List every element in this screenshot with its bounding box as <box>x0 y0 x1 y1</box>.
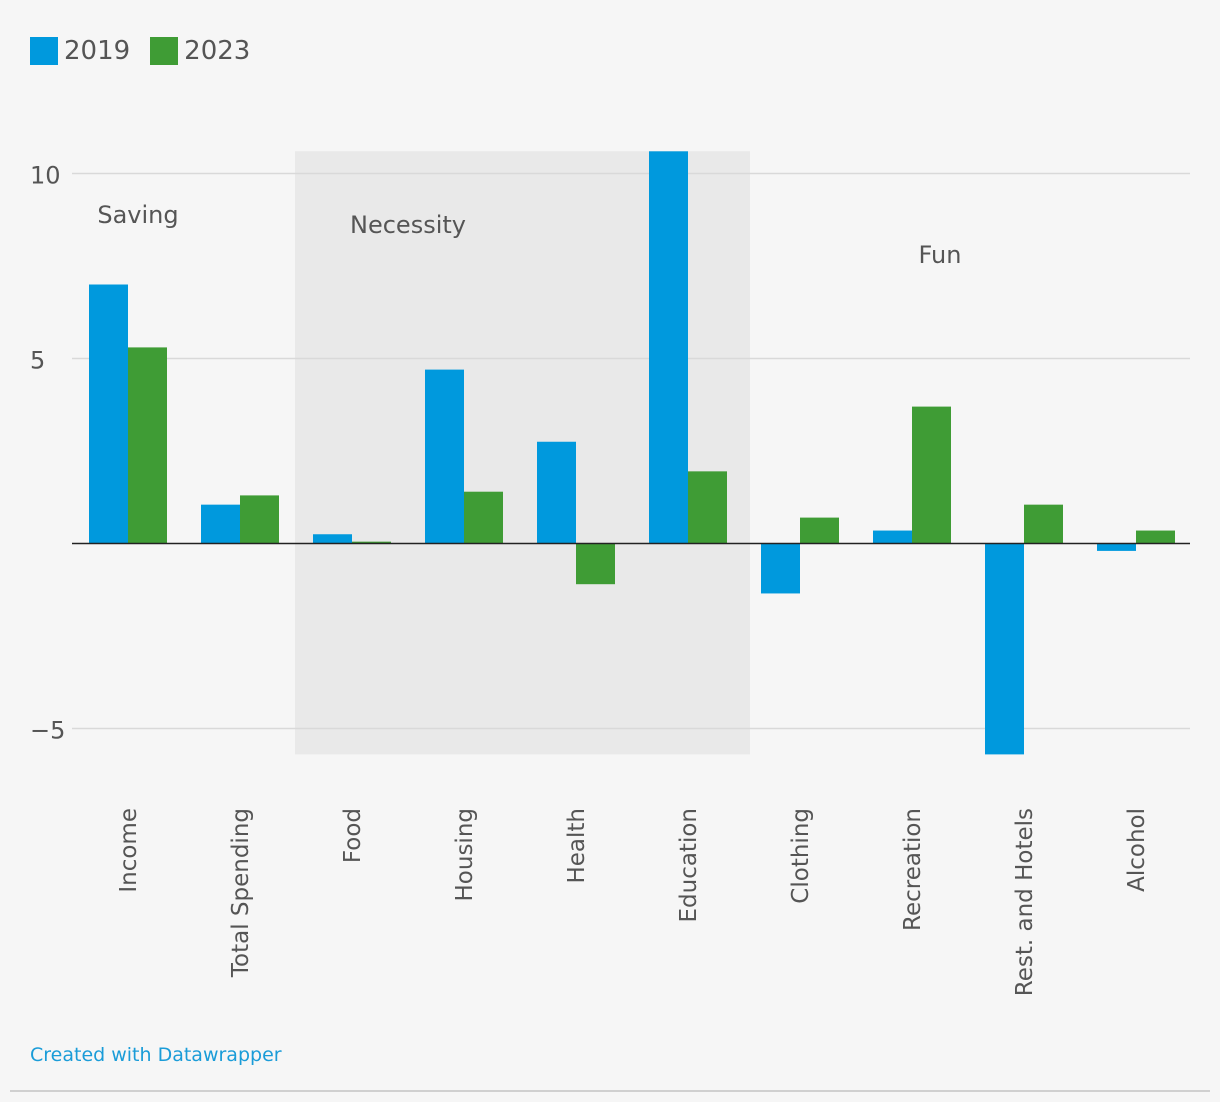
bar-chart: 10 5 −5 Income Total Spending Food Housing Heal… <box>30 151 1190 996</box>
bar <box>576 543 615 585</box>
bar <box>1097 543 1136 551</box>
footer-divider <box>10 1090 1210 1092</box>
x-category-label: Housing <box>452 808 478 902</box>
legend: 2019 2023 <box>30 36 270 66</box>
legend-item-2019: 2019 <box>30 36 130 66</box>
x-category-label: Health <box>564 808 590 884</box>
bar <box>985 543 1024 755</box>
bar <box>649 151 688 544</box>
x-category-label: Education <box>676 808 702 923</box>
legend-item-2023: 2023 <box>150 36 250 66</box>
bar <box>761 543 800 594</box>
bar <box>313 534 352 544</box>
group-annotation: Saving <box>97 201 178 229</box>
bar <box>800 517 839 544</box>
legend-swatch-2019 <box>30 37 58 65</box>
bar <box>201 504 240 544</box>
legend-swatch-2023 <box>150 37 179 65</box>
x-category-label: Total Spending <box>228 808 254 978</box>
y-tick-label: −5 <box>30 717 65 745</box>
bar <box>1136 530 1175 544</box>
group-annotation: Necessity <box>350 211 466 239</box>
x-category-label: Income <box>116 808 142 893</box>
bar <box>912 406 951 544</box>
datawrapper-credit-link[interactable]: Created with Datawrapper <box>30 1044 282 1066</box>
bar <box>688 471 727 544</box>
x-category-label: Alcohol <box>1124 808 1150 892</box>
x-category-label: Clothing <box>788 808 814 904</box>
group-annotation: Fun <box>919 241 962 269</box>
bar <box>464 491 503 544</box>
bar <box>128 347 167 544</box>
x-category-label: Food <box>340 808 366 863</box>
legend-label-2019: 2019 <box>64 36 131 66</box>
bar <box>873 530 912 544</box>
legend-label-2023: 2023 <box>184 36 251 66</box>
bar <box>240 495 279 544</box>
x-category-label: Rest. and Hotels <box>1012 808 1038 996</box>
bar <box>425 369 464 544</box>
bar <box>537 441 576 544</box>
bar <box>1024 504 1063 544</box>
y-tick-label: 10 <box>30 162 61 190</box>
bar <box>89 284 128 544</box>
x-category-label: Recreation <box>900 808 926 931</box>
y-tick-label: 5 <box>30 347 45 375</box>
bar <box>352 541 391 544</box>
